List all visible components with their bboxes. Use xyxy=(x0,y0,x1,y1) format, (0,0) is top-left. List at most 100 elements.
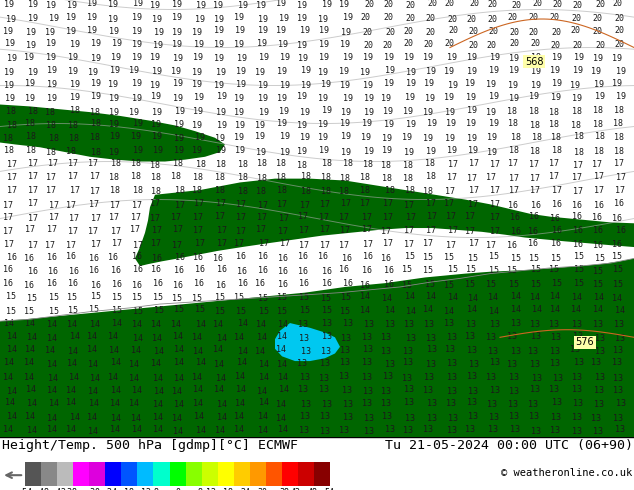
Text: 18: 18 xyxy=(360,173,370,182)
Text: 19: 19 xyxy=(425,94,435,103)
Text: 19: 19 xyxy=(66,27,76,36)
Text: 15: 15 xyxy=(574,252,584,261)
Text: 16: 16 xyxy=(108,253,118,262)
Text: 19: 19 xyxy=(574,52,584,62)
Text: 19: 19 xyxy=(341,108,351,117)
Text: 15: 15 xyxy=(423,266,433,275)
Text: 13: 13 xyxy=(549,320,559,329)
Text: 13: 13 xyxy=(383,372,393,381)
Text: 17: 17 xyxy=(465,227,475,236)
Text: 17: 17 xyxy=(257,213,267,222)
Text: 17: 17 xyxy=(45,241,55,249)
Text: 17: 17 xyxy=(151,239,161,248)
Text: 13: 13 xyxy=(319,385,329,394)
Text: 13: 13 xyxy=(362,399,372,408)
Text: 19: 19 xyxy=(214,54,224,63)
Text: 20: 20 xyxy=(425,28,435,37)
Text: 13: 13 xyxy=(385,320,395,329)
Polygon shape xyxy=(275,323,340,361)
Text: 14: 14 xyxy=(67,360,77,368)
Text: 13: 13 xyxy=(595,334,605,343)
Text: 15: 15 xyxy=(67,293,77,302)
Text: 19: 19 xyxy=(364,108,374,117)
Text: 18: 18 xyxy=(68,121,78,130)
Text: 16: 16 xyxy=(551,239,561,248)
Text: 19: 19 xyxy=(509,94,519,103)
Text: 16: 16 xyxy=(3,266,13,274)
Text: 17: 17 xyxy=(66,241,76,249)
Text: 15: 15 xyxy=(340,307,350,316)
Text: 17: 17 xyxy=(341,199,351,208)
Text: 18: 18 xyxy=(595,132,605,141)
Text: 14: 14 xyxy=(277,332,287,341)
Text: 19: 19 xyxy=(152,108,162,117)
Text: 15: 15 xyxy=(322,306,332,315)
Text: 19: 19 xyxy=(91,39,101,48)
Text: 14: 14 xyxy=(215,426,225,435)
Text: 19: 19 xyxy=(466,94,476,102)
Text: 19: 19 xyxy=(238,1,248,10)
Text: 16: 16 xyxy=(47,253,57,262)
Text: 17: 17 xyxy=(236,200,246,209)
Text: 17: 17 xyxy=(448,226,458,235)
Text: 16: 16 xyxy=(89,266,99,275)
Text: 15: 15 xyxy=(444,281,454,290)
Text: 20: 20 xyxy=(423,40,433,49)
Text: 14: 14 xyxy=(132,425,142,434)
Text: 19: 19 xyxy=(595,93,605,101)
Text: 17: 17 xyxy=(446,241,456,249)
Text: 17: 17 xyxy=(573,188,583,196)
Text: 18: 18 xyxy=(423,188,433,196)
Text: 16: 16 xyxy=(278,280,288,289)
Text: 18: 18 xyxy=(405,187,415,196)
Text: 19: 19 xyxy=(234,94,244,103)
Text: 19: 19 xyxy=(322,106,332,115)
Text: 19: 19 xyxy=(214,40,224,49)
Text: 18: 18 xyxy=(613,119,623,128)
Text: 13: 13 xyxy=(591,414,601,422)
Text: 18: 18 xyxy=(151,173,161,182)
Text: 17: 17 xyxy=(90,188,100,196)
Text: 19: 19 xyxy=(28,68,38,77)
Text: -42: -42 xyxy=(52,488,67,490)
Text: 19: 19 xyxy=(234,108,244,117)
Text: 20: 20 xyxy=(364,0,374,9)
Text: 19: 19 xyxy=(360,68,370,77)
Text: 17: 17 xyxy=(383,239,393,248)
Text: 17: 17 xyxy=(469,159,479,168)
Text: 15: 15 xyxy=(195,305,205,314)
Text: 19: 19 xyxy=(150,1,160,10)
Text: 18: 18 xyxy=(173,159,183,168)
Text: 14: 14 xyxy=(7,332,17,341)
Text: 17: 17 xyxy=(552,186,562,195)
Text: 16: 16 xyxy=(593,241,603,249)
Text: -8: -8 xyxy=(150,488,160,490)
Text: 18: 18 xyxy=(7,121,17,130)
Text: 19: 19 xyxy=(259,52,269,62)
Text: 17: 17 xyxy=(614,159,624,168)
Text: 18: 18 xyxy=(507,107,517,116)
Text: 13: 13 xyxy=(447,387,457,396)
Text: 19: 19 xyxy=(552,79,562,88)
Text: 14: 14 xyxy=(489,307,499,316)
Text: 17: 17 xyxy=(236,213,246,222)
Text: 19: 19 xyxy=(173,79,183,88)
Text: 20: 20 xyxy=(362,28,372,37)
Text: 15: 15 xyxy=(341,293,351,302)
Text: 15: 15 xyxy=(405,252,415,261)
Text: 15: 15 xyxy=(423,253,433,262)
Text: 13: 13 xyxy=(322,400,332,409)
Text: 19: 19 xyxy=(383,107,393,116)
Text: 19: 19 xyxy=(255,132,265,141)
Text: 19: 19 xyxy=(570,81,580,90)
Text: 17: 17 xyxy=(88,227,98,236)
Text: 13: 13 xyxy=(486,373,496,382)
Text: 16: 16 xyxy=(573,240,583,249)
Text: 16: 16 xyxy=(278,267,288,276)
Text: 16: 16 xyxy=(174,266,184,275)
Text: 19: 19 xyxy=(132,13,142,22)
Text: 17: 17 xyxy=(89,200,99,209)
Text: 13: 13 xyxy=(553,374,563,383)
Text: 17: 17 xyxy=(28,214,38,223)
Bar xyxy=(58,463,74,486)
